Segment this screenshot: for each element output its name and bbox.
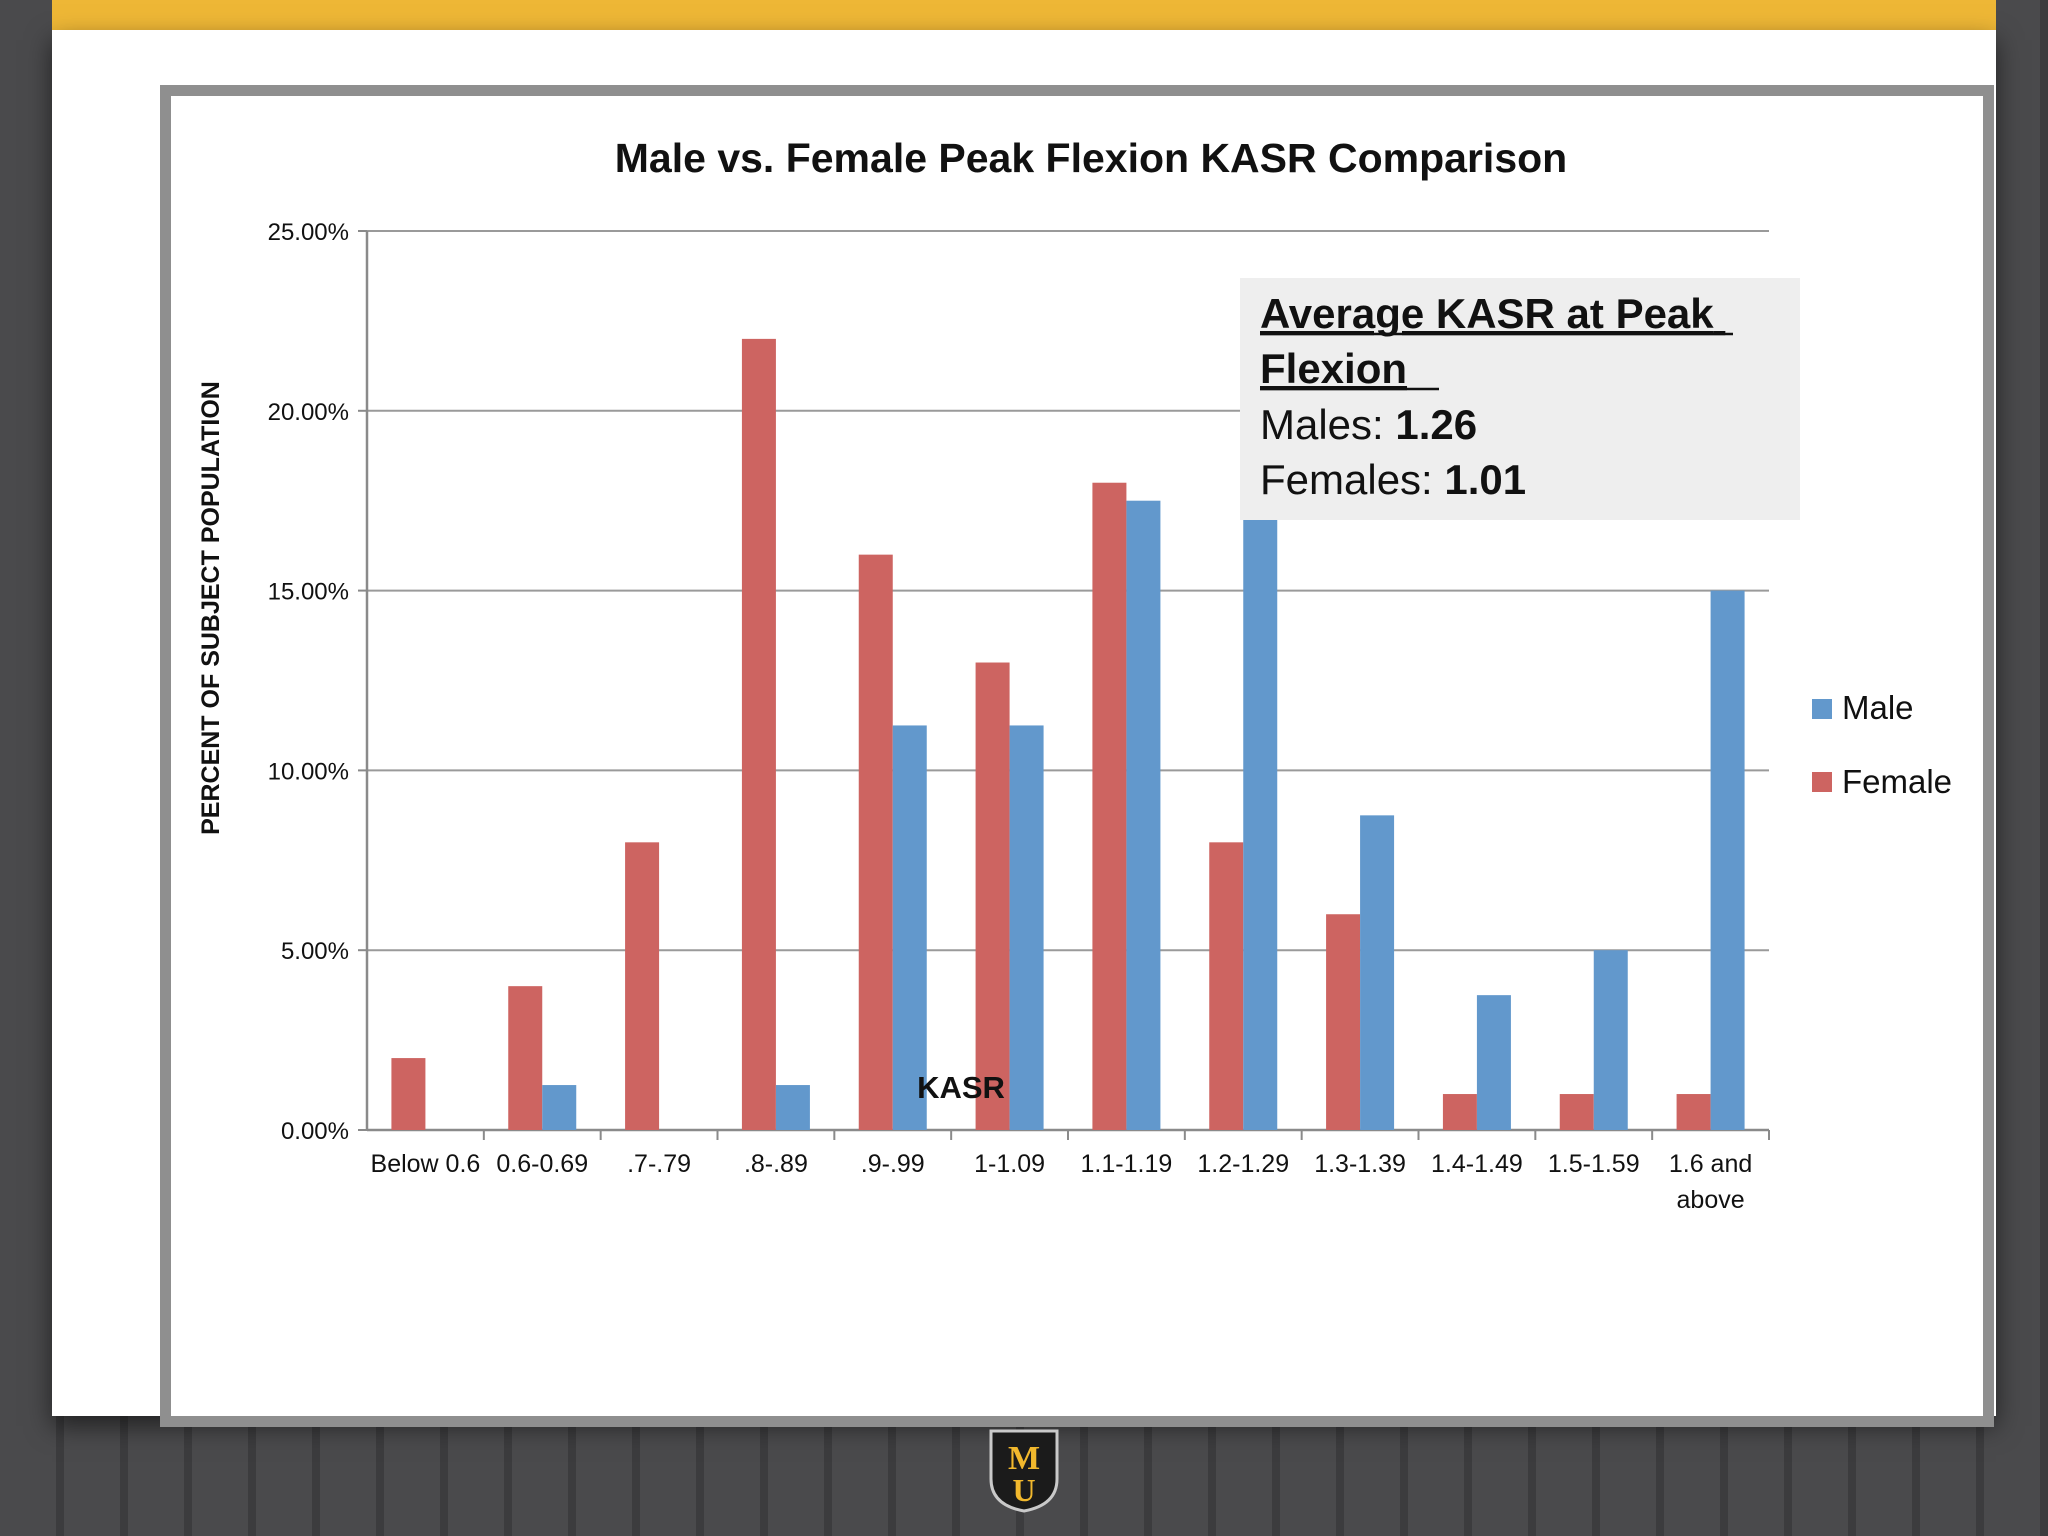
bar-female: [975, 662, 1010, 1130]
bar-female: [1676, 1094, 1711, 1130]
x-tick-label: 0.6-0.69: [496, 1150, 588, 1178]
legend-label-female: Female: [1842, 763, 1952, 800]
x-tick-label: .7-.79: [627, 1150, 691, 1178]
x-tick-label: 1-1.09: [974, 1150, 1045, 1178]
y-tick-label: 20.00%: [268, 399, 349, 426]
bar-female: [508, 986, 543, 1130]
y-tick-label: 10.00%: [268, 758, 349, 785]
bar-male: [1126, 500, 1161, 1130]
x-tick-label: 1.1-1.19: [1081, 1150, 1173, 1178]
bar-male: [1476, 995, 1511, 1130]
x-tick-label: 1.6 and above: [1669, 1150, 1752, 1214]
university-logo: M U: [989, 1429, 1059, 1513]
x-tick-label: 1.4-1.49: [1431, 1150, 1523, 1178]
bar-male: [1710, 590, 1745, 1130]
annotation-males: Males: 1.26: [1260, 401, 1477, 448]
chart: Male vs. Female Peak Flexion KASR Compar…: [197, 135, 1952, 1214]
legend-label-male: Male: [1842, 689, 1914, 726]
slide-top-bar: [52, 0, 1996, 30]
bar-female: [1442, 1094, 1477, 1130]
bar-male: [892, 725, 927, 1130]
bar-male: [775, 1085, 810, 1130]
annotation-females: Females: 1.01: [1260, 456, 1526, 503]
annotation-heading: Average KASR at Peak Flexion: [1260, 290, 1725, 392]
y-tick-label: 5.00%: [281, 938, 349, 965]
chart-frame: Male vs. Female Peak Flexion KASR Compar…: [160, 85, 1994, 1427]
bar-female: [391, 1058, 426, 1130]
x-tick-label: 1.5-1.59: [1548, 1150, 1640, 1178]
logo-letter-m: M: [1008, 1440, 1040, 1477]
annotation-background: [1240, 278, 1800, 520]
bar-male: [1593, 950, 1628, 1130]
chart-title: Male vs. Female Peak Flexion KASR Compar…: [615, 135, 1567, 181]
legend-swatch-female: [1812, 772, 1832, 792]
bar-male: [1009, 725, 1044, 1130]
x-tick-label: Below 0.6: [371, 1150, 481, 1178]
legend: Male Female: [1812, 689, 1952, 800]
bar-female: [858, 554, 893, 1130]
annotation-box: Average KASR at Peak Flexion Males: 1.26…: [1240, 278, 1800, 520]
slide: Male vs. Female Peak Flexion KASR Compar…: [52, 30, 1996, 1427]
bar-female: [1559, 1094, 1594, 1130]
bar-female: [1092, 482, 1127, 1131]
x-tick-label: .8-.89: [744, 1150, 808, 1178]
bar-male: [542, 1085, 577, 1130]
bar-female: [625, 842, 660, 1130]
y-tick-label: 15.00%: [268, 579, 349, 606]
logo-letter-u: U: [1012, 1472, 1035, 1508]
legend-swatch-male: [1812, 699, 1832, 719]
bar-female: [741, 338, 776, 1130]
x-tick-label: 1.3-1.39: [1314, 1150, 1406, 1178]
bar-female: [1209, 842, 1244, 1130]
bar-female: [1326, 914, 1361, 1130]
y-tick-labels: 0.00% 5.00% 10.00% 15.00% 20.00% 25.00%: [268, 219, 349, 1145]
bar-male: [1360, 815, 1395, 1130]
y-tick-label: 0.00%: [281, 1118, 349, 1145]
x-tick-labels: Below 0.6 0.6-0.69 .7-.79 .8-.89 .9-.99 1-1.0…: [371, 1150, 1753, 1214]
x-tick-label: 1.2-1.29: [1197, 1150, 1289, 1178]
gridlines: [358, 230, 1770, 1140]
y-tick-label: 25.00%: [268, 219, 349, 246]
bars: [391, 338, 1745, 1131]
logo-shield-shape: [989, 1429, 1059, 1513]
x-axis-title: KASR: [917, 1070, 1005, 1105]
y-axis-title: PERCENT OF SUBJECT POPULATION: [197, 381, 225, 835]
x-tick-label: .9-.99: [861, 1150, 925, 1178]
bar-male: [1243, 410, 1278, 1130]
